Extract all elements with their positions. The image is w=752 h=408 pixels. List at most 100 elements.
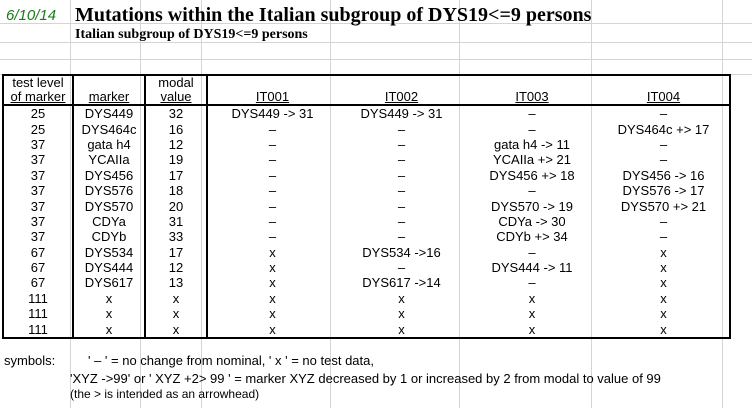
header-it004[interactable]: IT004 (598, 74, 731, 106)
cell-it001[interactable]: DYS449 -> 31 (231, 106, 314, 122)
cell-it004[interactable]: – (598, 136, 731, 153)
cell-it003[interactable]: gata h4 -> 11 (493, 136, 570, 152)
cell-it003[interactable]: – (528, 183, 536, 199)
cell-it001[interactable]: – (268, 121, 277, 137)
cell-marker[interactable]: DYS456 (84, 167, 134, 183)
date-cell[interactable]: 6/10/14 (6, 7, 57, 24)
cell-test-level[interactable]: 111 (2, 321, 74, 339)
cell-it002[interactable]: – (397, 136, 406, 152)
cell-it004[interactable]: – (598, 152, 731, 168)
cell-marker[interactable]: DYS617 (84, 275, 134, 291)
cell-it002[interactable]: x (398, 290, 405, 306)
symbols-label[interactable]: symbols: (4, 353, 56, 368)
cell-it004[interactable]: – (598, 229, 731, 245)
cell-it001[interactable]: – (268, 136, 277, 152)
cell-it004[interactable]: x (598, 259, 731, 276)
cell-test-level[interactable]: 37 (2, 213, 74, 230)
cell-it004[interactable]: – (598, 105, 731, 122)
cell-modal-value[interactable]: x (144, 306, 208, 322)
cell-marker[interactable]: YCAIIa (88, 152, 130, 168)
cell-it002[interactable]: – (397, 229, 406, 245)
cell-modal-value[interactable]: 19 (144, 152, 208, 168)
cell-test-level[interactable]: 25 (2, 105, 74, 122)
cell-test-level[interactable]: 111 (2, 290, 74, 307)
cell-it002[interactable]: DYS534 ->16 (362, 244, 441, 260)
cell-it003[interactable]: – (528, 106, 536, 122)
cell-it003[interactable]: x (466, 321, 598, 339)
cell-test-level[interactable]: 37 (2, 182, 74, 199)
cell-it002[interactable]: DYS449 -> 31 (360, 106, 443, 122)
cell-test-level[interactable]: 37 (2, 136, 74, 153)
cell-marker[interactable]: CDYb (91, 229, 127, 245)
header-test-level[interactable]: test level of marker (2, 74, 74, 106)
cell-it002[interactable]: x (398, 306, 405, 322)
cell-modal-value[interactable]: 12 (144, 136, 208, 153)
cell-it004[interactable]: x (598, 244, 731, 260)
cell-it003[interactable]: DYS444 -> 11 (491, 260, 573, 276)
cell-modal-value[interactable]: 16 (144, 121, 208, 137)
cell-it001[interactable]: x (207, 321, 337, 339)
cell-it001[interactable]: – (268, 183, 277, 199)
cell-test-level[interactable]: 37 (2, 167, 74, 183)
cell-modal-value[interactable]: 31 (144, 213, 208, 230)
cell-it004[interactable]: x (598, 321, 731, 339)
cell-modal-value[interactable]: 32 (144, 105, 208, 122)
cell-marker[interactable]: x (105, 290, 113, 306)
symbols-line-2[interactable]: 'XYZ ->99' or ' XYZ +2> 99 ' = marker XY… (70, 371, 661, 386)
cell-it002[interactable]: x (337, 321, 466, 339)
cell-modal-value[interactable]: x (144, 290, 208, 307)
cell-it003[interactable]: YCAIIa +> 21 (492, 152, 572, 168)
cell-it003[interactable]: – (528, 275, 536, 291)
cell-marker[interactable]: CDYa (92, 213, 126, 229)
symbols-line-3[interactable]: (the > is intended as an arrowhead) (70, 387, 260, 401)
cell-marker[interactable]: DYS464c (81, 121, 137, 137)
cell-it002[interactable]: – (397, 183, 406, 199)
cell-it002[interactable]: – (397, 260, 406, 276)
cell-it004[interactable]: x (598, 275, 731, 291)
cell-it003[interactable]: DYS570 -> 19 (490, 198, 574, 214)
cell-test-level[interactable]: 37 (2, 152, 74, 168)
header-it001[interactable]: IT001 (207, 74, 337, 106)
cell-it002[interactable]: – (397, 152, 406, 168)
cell-it002[interactable]: DYS617 ->14 (362, 275, 441, 291)
cell-test-level[interactable]: 67 (2, 259, 74, 276)
cell-it001[interactable]: x (269, 244, 276, 260)
cell-test-level[interactable]: 67 (2, 275, 74, 291)
cell-it002[interactable]: – (397, 198, 406, 214)
cell-it002[interactable]: – (397, 121, 406, 137)
header-it002[interactable]: IT002 (337, 74, 466, 106)
cell-it003[interactable]: x (528, 306, 536, 322)
cell-it001[interactable]: x (269, 275, 276, 291)
cell-it004[interactable]: x (598, 290, 731, 307)
cell-marker[interactable]: x (105, 306, 113, 322)
cell-test-level[interactable]: 25 (2, 121, 74, 137)
symbols-line-1[interactable]: ' – ' = no change from nominal, ' x ' = … (88, 353, 374, 368)
cell-test-level[interactable]: 67 (2, 244, 74, 260)
cell-modal-value[interactable]: 33 (144, 229, 208, 245)
cell-marker[interactable]: DYS444 (84, 260, 134, 276)
header-modal-value[interactable]: modal value (144, 74, 208, 106)
cell-it004[interactable]: x (598, 306, 731, 322)
cell-test-level[interactable]: 37 (2, 229, 74, 245)
cell-it003[interactable]: CDYb +> 34 (496, 229, 568, 245)
cell-modal-value[interactable]: 13 (144, 275, 208, 291)
cell-it004[interactable]: – (598, 213, 731, 230)
cell-it004[interactable]: DYS576 -> 17 (598, 182, 731, 199)
cell-it001[interactable]: – (268, 213, 277, 229)
cell-test-level[interactable]: 111 (2, 306, 74, 322)
cell-it003[interactable]: x (528, 290, 536, 306)
cell-it004[interactable]: DYS570 +> 21 (598, 198, 731, 214)
cell-it003[interactable]: CDYa -> 30 (498, 213, 566, 229)
cell-it001[interactable]: x (269, 290, 276, 306)
cell-modal-value[interactable]: 12 (144, 259, 208, 276)
cell-test-level[interactable]: 37 (2, 198, 74, 214)
cell-it001[interactable]: – (268, 167, 277, 183)
cell-it001[interactable]: x (269, 306, 276, 322)
cell-marker[interactable]: x (73, 321, 145, 339)
cell-it004[interactable]: DYS456 -> 16 (598, 167, 731, 183)
cell-it001[interactable]: – (268, 229, 277, 245)
cell-it003[interactable]: – (528, 244, 536, 260)
cell-it003[interactable]: DYS456 +> 18 (489, 167, 575, 183)
cell-it001[interactable]: – (268, 152, 277, 168)
sheet-subtitle[interactable]: Italian subgroup of DYS19<=9 persons (75, 27, 308, 42)
